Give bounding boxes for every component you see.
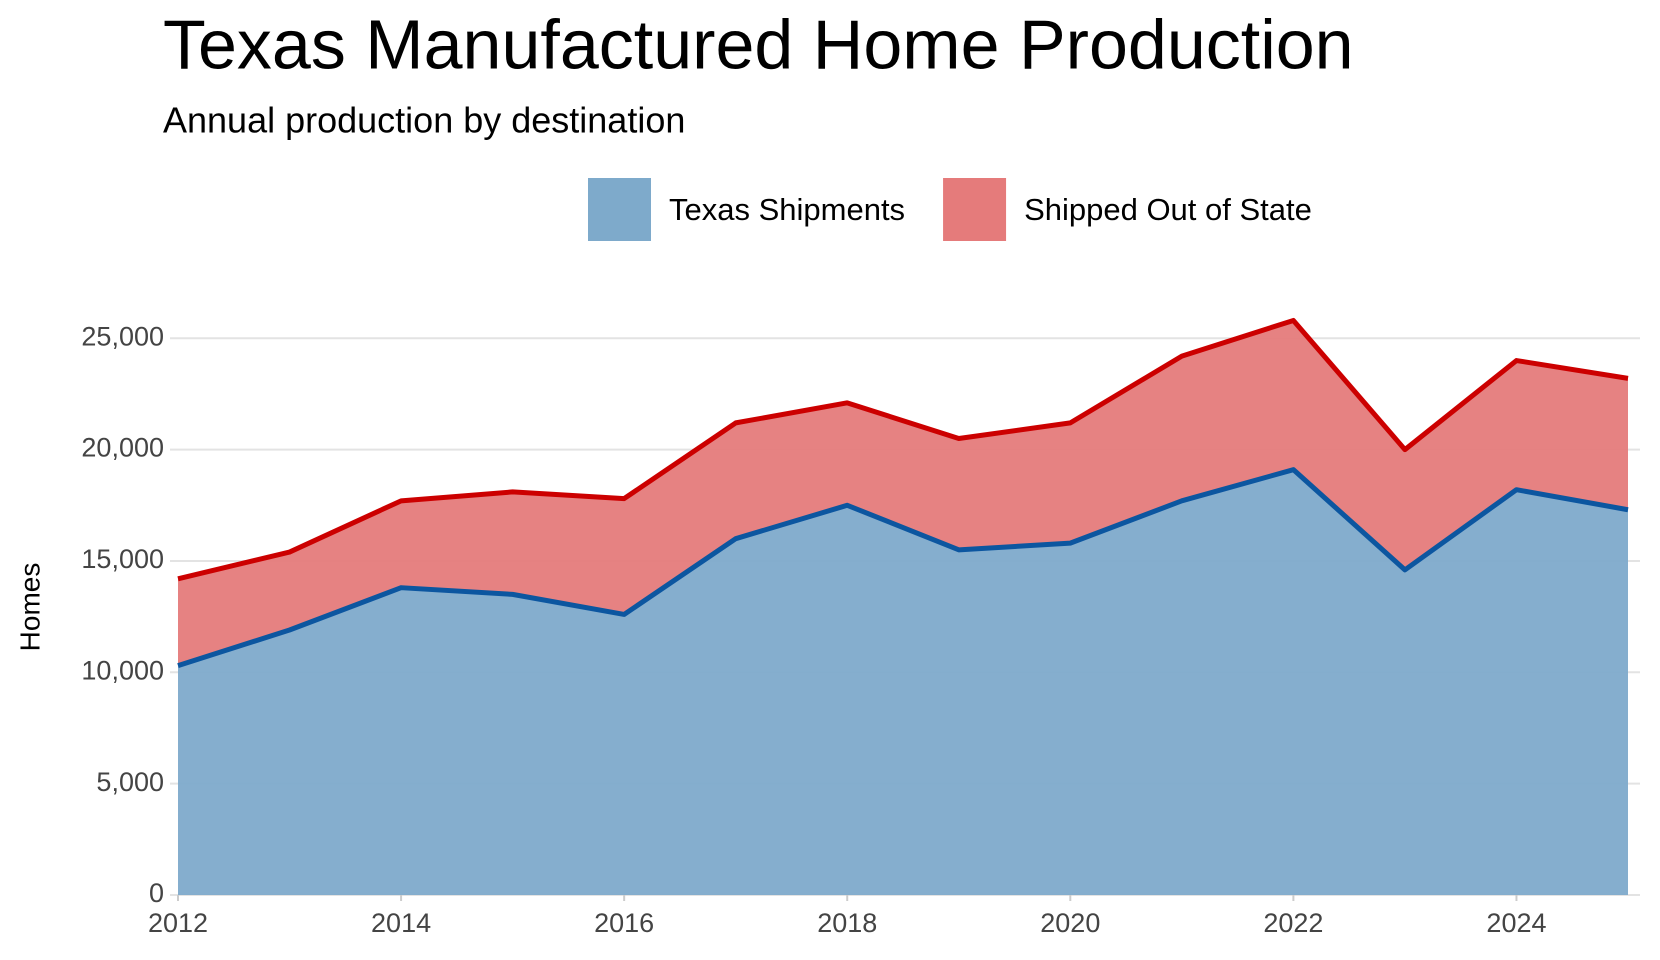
x-tick-label: 2014	[371, 908, 431, 938]
legend-swatch	[943, 178, 1007, 241]
legend: Texas Shipments Shipped Out of State	[588, 178, 1312, 241]
chart-title: Texas Manufactured Home Production	[163, 5, 1354, 83]
x-tick-label: 2016	[594, 908, 654, 938]
y-tick-label: 25,000	[81, 321, 164, 351]
x-tick-label: 2020	[1040, 908, 1100, 938]
y-tick-label: 15,000	[81, 544, 164, 574]
x-tick-label: 2022	[1263, 908, 1323, 938]
y-tick-label: 5,000	[96, 767, 164, 797]
y-axis-label: Homes	[14, 563, 45, 652]
y-tick-label: 10,000	[81, 655, 164, 685]
area	[178, 469, 1628, 895]
legend-swatch	[588, 178, 651, 241]
area-line	[177, 467, 1629, 669]
chart-subtitle: Annual production by destination	[163, 100, 685, 141]
legend-label: Shipped Out of State	[1024, 192, 1312, 227]
x-tick-label: 2024	[1486, 908, 1546, 938]
y-tick-label: 0	[149, 878, 164, 908]
area-line	[177, 317, 1629, 582]
x-tick-label: 2018	[817, 908, 877, 938]
y-tick-label: 20,000	[81, 433, 164, 463]
area	[178, 320, 1628, 666]
x-tick-label: 2012	[148, 908, 208, 938]
legend-label: Texas Shipments	[669, 192, 905, 227]
